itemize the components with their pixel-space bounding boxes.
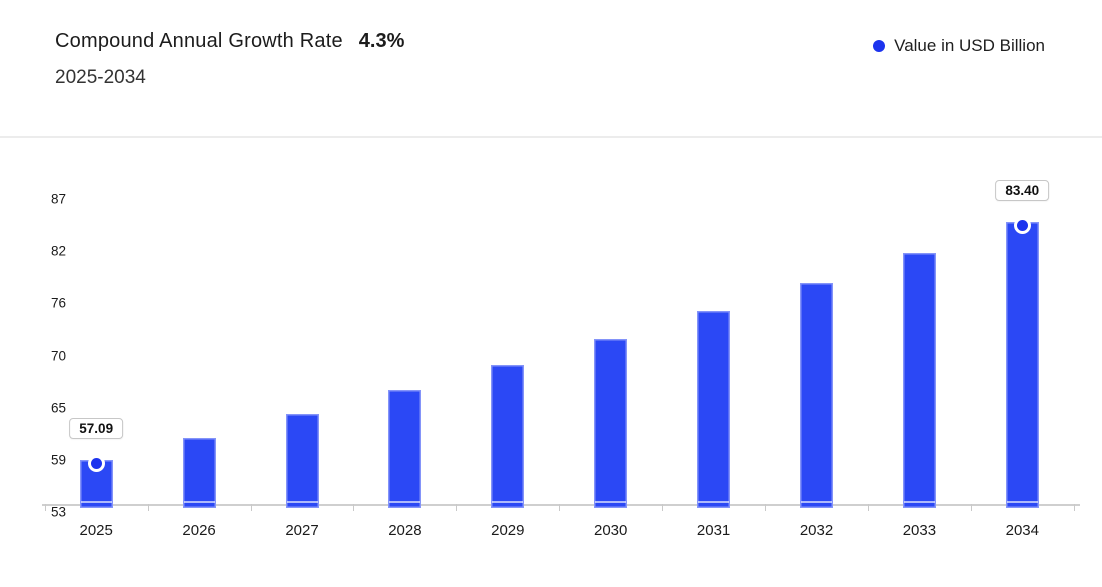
x-axis-line	[42, 504, 1080, 506]
x-axis-tick	[1073, 504, 1075, 511]
bar-stripe	[80, 500, 112, 504]
y-axis-tick-label: 82	[50, 243, 66, 259]
y-axis-tick-label: 65	[50, 400, 66, 416]
x-axis-tick	[456, 504, 458, 511]
bar-stripe	[286, 500, 318, 504]
title-row: Compound Annual Growth Rate 4.3%	[55, 30, 404, 53]
legend-item[interactable]: Value in USD Billion	[873, 36, 1045, 56]
bar-2034[interactable]	[1005, 221, 1039, 508]
y-axis-tick-label: 70	[50, 348, 66, 363]
bar-stripe	[389, 500, 421, 504]
bar-2028[interactable]	[388, 390, 422, 508]
y-axis-tick-label: 59	[50, 452, 66, 468]
x-axis-tick	[250, 504, 252, 511]
x-axis-label-2030: 2030	[594, 522, 628, 539]
bar-2027[interactable]	[285, 414, 319, 508]
bar-2026[interactable]	[182, 437, 216, 508]
point-marker-2025	[90, 458, 102, 470]
x-axis-tick	[662, 504, 664, 511]
x-axis-label-2029: 2029	[491, 522, 525, 539]
chart-subtitle: 2025-2034	[55, 67, 146, 88]
bar-stripe	[698, 500, 730, 504]
point-marker-2034	[1016, 220, 1028, 232]
x-axis-label-2031: 2031	[696, 522, 731, 539]
bar-2033[interactable]	[902, 252, 936, 508]
bar-stripe	[801, 500, 832, 504]
x-axis-label-2026: 2026	[182, 522, 216, 539]
bar-2031[interactable]	[697, 311, 731, 508]
x-axis-label-2027: 2027	[285, 522, 319, 539]
x-axis-label-2033: 2033	[902, 522, 937, 539]
value-label-2025: 57.09	[69, 417, 124, 439]
bar-2032[interactable]	[800, 282, 833, 508]
x-axis-label-2028: 2028	[388, 522, 422, 539]
legend-dot-icon	[873, 40, 886, 52]
y-axis-tick-label: 53	[50, 504, 66, 520]
x-axis-label-2032: 2032	[799, 522, 834, 539]
x-axis-tick	[867, 504, 869, 511]
y-axis-tick-label: 76	[50, 295, 66, 311]
chart-title: Compound Annual Growth Rate	[55, 30, 343, 52]
x-axis-label-2034: 2034	[1005, 522, 1039, 539]
x-axis-tick	[559, 504, 561, 511]
y-axis-tick-label: 87	[50, 191, 66, 207]
x-axis-tick	[147, 504, 149, 511]
x-axis-tick	[970, 504, 972, 511]
legend-label: Value in USD Billion	[894, 36, 1045, 55]
bar-stripe	[492, 500, 524, 504]
bar-2030[interactable]	[594, 338, 628, 508]
x-axis-label-2025: 2025	[79, 522, 113, 539]
chart-header: Compound Annual Growth Rate 4.3% 2025-20…	[55, 30, 404, 89]
bar-stripe	[183, 500, 215, 504]
value-label-2034: 83.40	[995, 179, 1050, 201]
header-divider	[0, 136, 1102, 138]
x-axis-tick	[353, 504, 355, 511]
bar-stripe	[595, 500, 627, 504]
cagr-value: 4.3%	[358, 30, 405, 52]
bar-stripe	[1006, 500, 1038, 504]
x-axis-tick	[765, 504, 767, 511]
bar-stripe	[903, 500, 935, 504]
bar-2029[interactable]	[491, 364, 525, 508]
x-axis-tick	[44, 504, 46, 511]
